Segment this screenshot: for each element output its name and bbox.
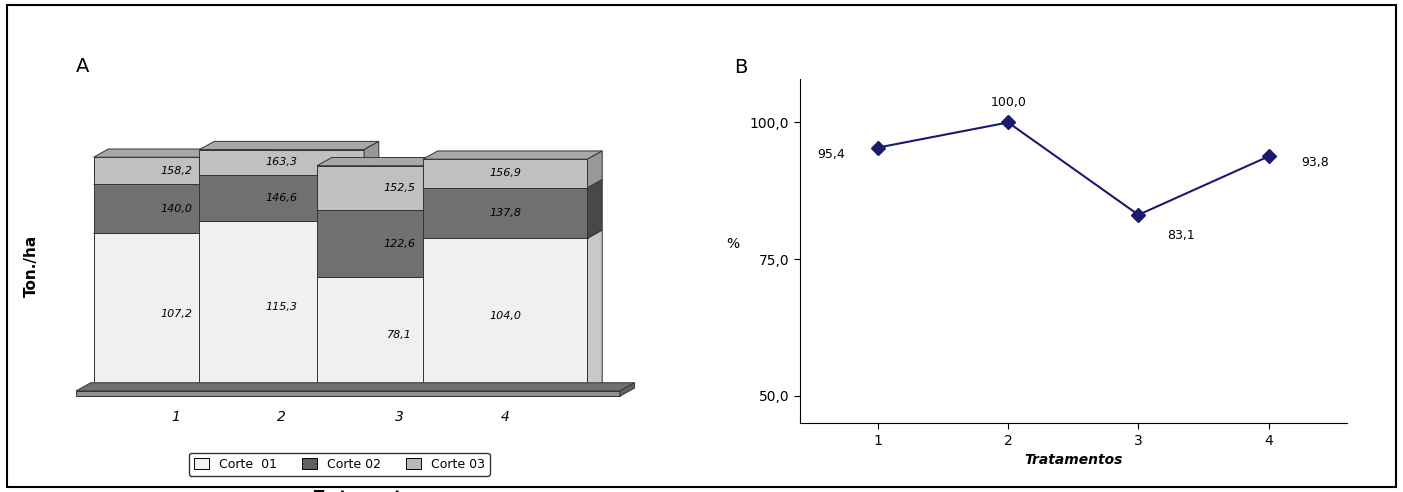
Y-axis label: %: % [727, 237, 739, 251]
Polygon shape [199, 221, 365, 394]
Polygon shape [422, 230, 602, 238]
Polygon shape [94, 149, 274, 157]
Text: B: B [734, 58, 748, 77]
Polygon shape [317, 269, 497, 277]
Polygon shape [94, 225, 274, 233]
Polygon shape [422, 159, 588, 187]
Polygon shape [94, 233, 258, 394]
Polygon shape [422, 151, 602, 159]
Polygon shape [422, 180, 602, 187]
Polygon shape [317, 157, 497, 166]
Text: 1: 1 [171, 410, 181, 424]
Polygon shape [199, 166, 379, 175]
Text: 146,6: 146,6 [265, 193, 297, 203]
Polygon shape [620, 383, 634, 396]
Polygon shape [365, 213, 379, 394]
Text: 104,0: 104,0 [490, 311, 521, 321]
Text: 78,1: 78,1 [387, 330, 412, 340]
Polygon shape [317, 202, 497, 211]
Text: 100,0: 100,0 [991, 96, 1026, 109]
Text: 2: 2 [278, 410, 286, 424]
Text: Ton./ha: Ton./ha [24, 235, 39, 297]
Text: 93,8: 93,8 [1301, 156, 1329, 169]
Polygon shape [317, 277, 481, 394]
Polygon shape [258, 225, 274, 394]
Polygon shape [76, 383, 634, 391]
Text: 3: 3 [396, 410, 404, 424]
Text: 95,4: 95,4 [818, 148, 845, 160]
Polygon shape [94, 176, 274, 184]
Text: 107,2: 107,2 [160, 308, 192, 318]
Text: 115,3: 115,3 [265, 303, 297, 312]
Polygon shape [199, 175, 365, 221]
Text: 156,9: 156,9 [490, 168, 521, 179]
X-axis label: Tratamentos: Tratamentos [1024, 453, 1122, 467]
Polygon shape [258, 149, 274, 184]
Text: 163,3: 163,3 [265, 157, 297, 167]
Polygon shape [588, 180, 602, 238]
Polygon shape [422, 238, 588, 394]
Polygon shape [199, 141, 379, 150]
Text: 140,0: 140,0 [160, 204, 192, 214]
Text: 4: 4 [501, 410, 509, 424]
Text: 83,1: 83,1 [1167, 228, 1195, 242]
Polygon shape [76, 391, 620, 396]
Polygon shape [317, 211, 481, 277]
Polygon shape [199, 213, 379, 221]
Polygon shape [94, 184, 258, 233]
Text: A: A [76, 57, 90, 76]
Polygon shape [317, 166, 481, 211]
Polygon shape [94, 157, 258, 184]
Polygon shape [365, 166, 379, 221]
Polygon shape [199, 150, 365, 175]
Polygon shape [481, 269, 497, 394]
Polygon shape [365, 141, 379, 175]
Text: Tratamentos: Tratamentos [313, 490, 421, 492]
Text: 122,6: 122,6 [383, 239, 415, 248]
Legend: Corte  01, Corte 02, Corte 03: Corte 01, Corte 02, Corte 03 [188, 453, 490, 476]
Polygon shape [588, 230, 602, 394]
Polygon shape [481, 157, 497, 211]
Polygon shape [481, 202, 497, 277]
Text: 152,5: 152,5 [383, 183, 415, 193]
Polygon shape [588, 151, 602, 187]
Text: 158,2: 158,2 [160, 166, 192, 176]
Text: 137,8: 137,8 [490, 208, 521, 218]
Polygon shape [258, 176, 274, 233]
Polygon shape [422, 187, 588, 238]
